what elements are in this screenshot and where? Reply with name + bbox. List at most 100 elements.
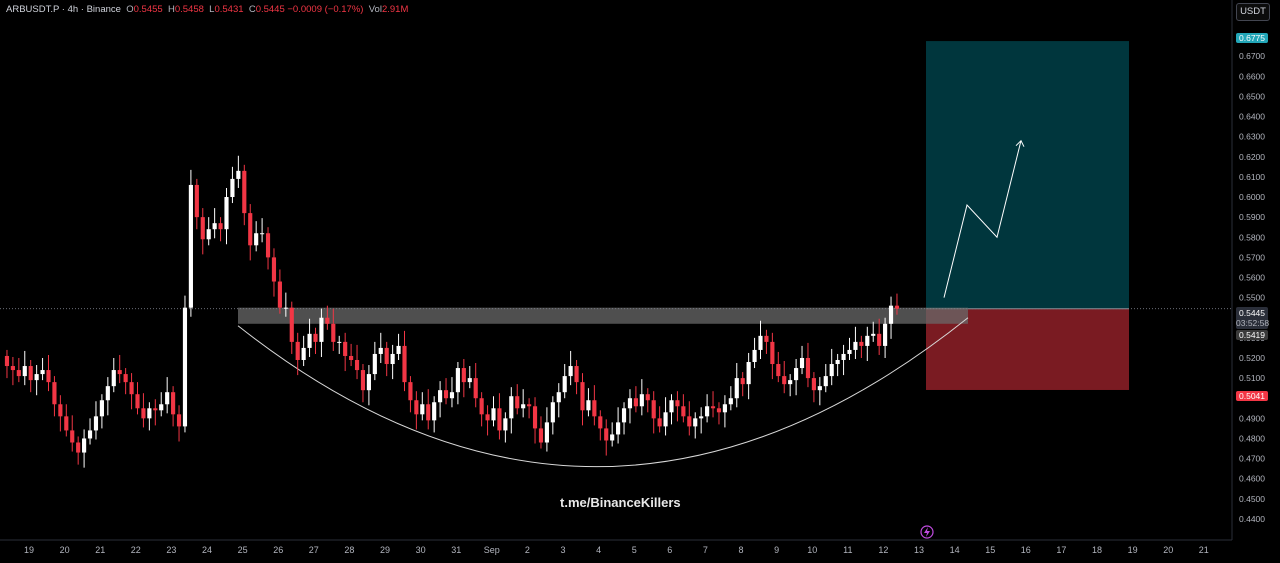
candle-body: [586, 400, 591, 411]
candle-body: [455, 368, 460, 393]
last-price-value: 0.5445: [1239, 308, 1265, 318]
candle-body: [343, 341, 348, 356]
candle-body: [817, 386, 822, 391]
candle-body: [799, 357, 805, 369]
candle-body: [687, 416, 692, 427]
y-tick-label: 0.5900: [1239, 212, 1265, 222]
x-tick-label: 2: [525, 545, 530, 555]
candle-body: [550, 402, 555, 423]
candle-body: [307, 333, 312, 348]
candle-body: [651, 400, 656, 419]
candle-body: [752, 349, 757, 363]
x-tick-label: 15: [985, 545, 995, 555]
candle-body: [657, 418, 662, 427]
y-tick-label: 0.6000: [1239, 192, 1265, 202]
x-tick-label: Sep: [484, 545, 500, 555]
close-label: C: [248, 4, 256, 15]
x-tick-label: 9: [774, 545, 779, 555]
candle-body: [70, 430, 75, 443]
candle-body: [34, 374, 39, 381]
candle-body: [313, 333, 318, 342]
high-label: H: [167, 4, 175, 15]
x-tick-label: 19: [24, 545, 34, 555]
candle-body: [277, 281, 282, 308]
candle-body: [117, 370, 122, 375]
candle-body: [135, 394, 140, 409]
candle-body: [271, 257, 277, 282]
candle-body: [372, 353, 377, 375]
candle-body: [865, 335, 870, 346]
candle-body: [212, 223, 217, 230]
candle-body: [734, 378, 739, 399]
candle-body: [331, 323, 336, 342]
candle-body: [592, 400, 597, 417]
x-tick-label: 13: [914, 545, 924, 555]
candle-body: [99, 400, 104, 417]
candle-body: [129, 382, 134, 395]
x-tick-label: 3: [560, 545, 565, 555]
candle-body: [28, 366, 33, 381]
x-tick-label: 30: [416, 545, 426, 555]
candle-body: [527, 404, 532, 407]
candle-body: [888, 305, 894, 324]
y-tick-label: 0.6200: [1239, 152, 1265, 162]
y-tick-label: 0.5600: [1239, 273, 1265, 283]
candle-body: [200, 217, 205, 240]
candle-body: [740, 378, 745, 385]
candle-body: [716, 408, 722, 413]
candle-body: [574, 366, 579, 383]
candle-body: [194, 184, 199, 218]
candle-body: [461, 368, 466, 383]
x-tick-label: 11: [843, 545, 852, 555]
candle-body: [402, 345, 407, 383]
candle-body: [46, 370, 51, 383]
candle-body: [705, 406, 710, 417]
candle-body: [242, 170, 247, 214]
candle-body: [710, 406, 716, 409]
rounded-bottom-curve: [237, 317, 969, 468]
currency-button[interactable]: USDT: [1236, 3, 1270, 21]
candle-body: [894, 305, 900, 309]
y-tick-label: 0.5200: [1239, 353, 1265, 363]
candle-body: [265, 233, 271, 258]
open-label: O: [126, 4, 134, 15]
y-tick-label: 0.6700: [1239, 51, 1265, 61]
candle-body: [485, 414, 490, 421]
low-label: L: [209, 4, 215, 15]
candle-body: [426, 404, 431, 421]
candle-body: [776, 364, 781, 377]
close-value: 0.5445 −0.0009 (−0.17%): [255, 4, 364, 15]
candle-body: [171, 392, 176, 415]
candle-body: [449, 392, 455, 399]
zone-price-tag: 0.5419: [1236, 330, 1268, 340]
candle-body: [319, 317, 324, 342]
x-tick-label: 16: [1021, 545, 1031, 555]
candle-body: [562, 376, 567, 393]
candle-body: [568, 366, 573, 377]
candle-body: [159, 404, 164, 411]
y-tick-label: 0.5700: [1239, 252, 1265, 262]
candle-body: [76, 442, 81, 453]
y-tick-label: 0.6400: [1239, 112, 1265, 122]
candle-body: [794, 368, 799, 381]
candle-body: [871, 333, 876, 336]
projection-arrow: [943, 140, 1022, 298]
candle-body: [823, 376, 828, 387]
lightning-icon-ring: [920, 525, 934, 539]
projection-arrowhead: [1015, 139, 1025, 147]
candle-body: [829, 364, 834, 377]
candle-body: [337, 341, 342, 343]
candle-body: [354, 359, 360, 371]
candle-body: [176, 414, 182, 427]
candle-body: [841, 353, 846, 360]
symbol-label: ARBUSDT.P · 4h · Binance: [6, 4, 121, 15]
candle-body: [663, 412, 668, 427]
volume-value: 2.91M: [381, 4, 409, 15]
candle-body: [40, 370, 45, 375]
x-tick-label: 5: [632, 545, 637, 555]
candle-body: [788, 380, 793, 385]
candle-body: [165, 392, 170, 405]
candle-body: [248, 213, 253, 246]
candle-body: [847, 349, 852, 354]
